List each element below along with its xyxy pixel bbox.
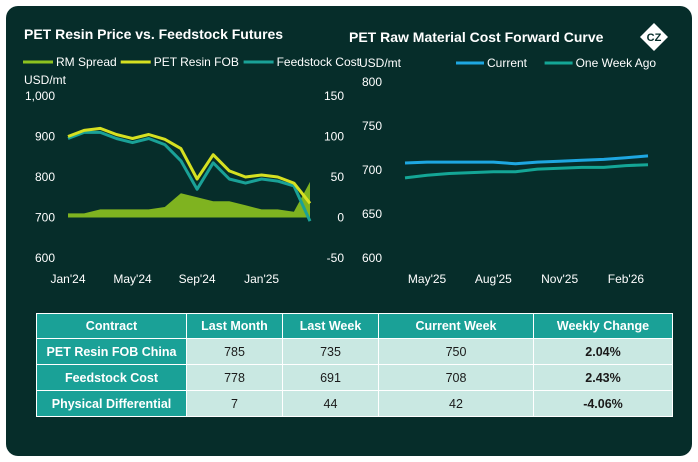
one-week-ago-curve-line (404, 163, 649, 180)
x-tick-label: May'24 (113, 272, 152, 286)
x-tick-label: Nov'25 (541, 272, 578, 286)
legend-label: Feedstock Cost (277, 55, 361, 69)
legend-label: One Week Ago (576, 56, 657, 70)
y2-tick-label: 0 (337, 211, 344, 225)
pet-resin-fob-line (67, 126, 312, 205)
y-tick-label: 650 (362, 207, 382, 221)
row-label: PET Resin FOB China (36, 338, 187, 365)
table-cell: 750 (378, 338, 534, 365)
table-row: Physical Differential 7 44 42 -4.06% (36, 390, 673, 417)
col-header: Weekly Change (533, 313, 673, 339)
x-tick-label: Jan'24 (51, 272, 86, 286)
svg-text:CZ: CZ (647, 32, 662, 44)
y-tick-label: 800 (35, 170, 55, 184)
legend-label: Current (487, 56, 528, 70)
y2-tick-label: 150 (324, 89, 344, 103)
table-cell: 778 (186, 364, 283, 391)
y-tick-label: 800 (362, 75, 382, 89)
right-unit-label: USD/mt (359, 56, 402, 70)
feedstock-cost-line (67, 130, 312, 222)
col-header: Last Week (282, 313, 379, 339)
left-chart-title: PET Resin Price vs. Feedstock Futures (24, 26, 284, 42)
table-cell: 708 (378, 364, 534, 391)
right-chart-title: PET Raw Material Cost Forward Curve (349, 29, 604, 45)
y-tick-label: 1,000 (25, 89, 55, 103)
table-header-row: Contract Last Month Last Week Current We… (36, 313, 673, 339)
rm-spread-area (68, 181, 310, 218)
y2-tick-label: 50 (331, 170, 345, 184)
current-curve-line (404, 154, 649, 166)
cz-logo-icon: CZ (640, 23, 668, 51)
table-cell: 42 (378, 390, 534, 417)
y-tick-label: 900 (35, 130, 55, 144)
y-tick-label: 600 (35, 251, 55, 265)
col-header: Current Week (378, 313, 534, 339)
y2-tick-label: 100 (324, 130, 344, 144)
table-cell: 691 (282, 364, 379, 391)
table-row: PET Resin FOB China 785 735 750 2.04% (36, 338, 673, 365)
contract-table: Contract Last Month Last Week Current We… (36, 313, 673, 417)
col-header: Last Month (186, 313, 283, 339)
x-tick-label: Jan'25 (244, 272, 279, 286)
x-tick-label: May'25 (408, 272, 447, 286)
x-tick-label: Sep'24 (179, 272, 216, 286)
y2-tick-label: -50 (327, 251, 345, 265)
col-header: Contract (36, 313, 187, 339)
y-tick-label: 600 (362, 251, 382, 265)
table-cell: 2.43% (533, 364, 673, 391)
table-cell: 785 (186, 338, 283, 365)
x-tick-label: Aug'25 (475, 272, 512, 286)
table-cell: -4.06% (533, 390, 673, 417)
left-chart: RM Spread PET Resin FOB Feedstock Cost USD/… (23, 55, 361, 286)
y-tick-label: 700 (35, 211, 55, 225)
row-label: Physical Differential (36, 390, 187, 417)
x-tick-label: Feb'26 (608, 272, 645, 286)
row-label: Feedstock Cost (36, 364, 187, 391)
y-tick-label: 750 (362, 119, 382, 133)
table-cell: 7 (186, 390, 283, 417)
legend-label: PET Resin FOB (154, 55, 239, 69)
y-tick-label: 700 (362, 163, 382, 177)
legend-label: RM Spread (56, 55, 117, 69)
right-chart: USD/mt Current One Week Ago 800 750 700 650 600… (359, 56, 657, 286)
table-cell: 735 (282, 338, 379, 365)
table-cell: 44 (282, 390, 379, 417)
table-cell: 2.04% (533, 338, 673, 365)
left-unit-label: USD/mt (24, 73, 67, 87)
table-row: Feedstock Cost 778 691 708 2.43% (36, 364, 673, 391)
